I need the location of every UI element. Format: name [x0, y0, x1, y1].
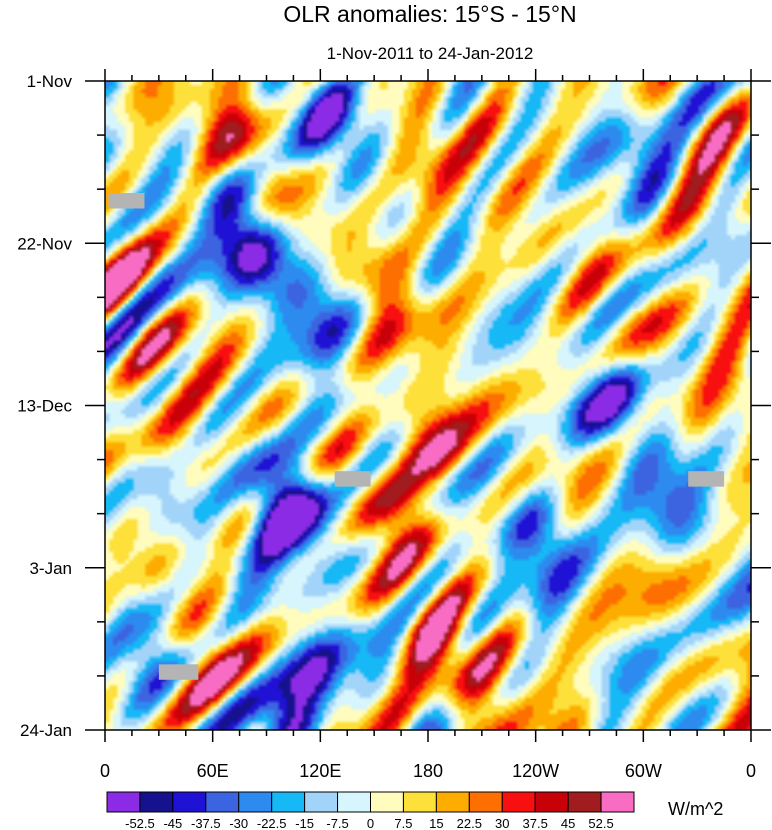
colorbar-swatch [238, 791, 273, 813]
colorbar-swatch [435, 791, 470, 813]
missing-data-box [334, 471, 371, 487]
colorbar-label: 7.5 [394, 816, 412, 830]
axis-ticks [85, 69, 771, 742]
missing-data-box [108, 193, 145, 209]
colorbar-label: 37.5 [523, 816, 548, 830]
y-tick-labels: 1-Nov 22-Nov 13-Dec 3-Jan 24-Jan [17, 72, 72, 740]
colorbar-swatch [534, 791, 569, 813]
x-tick-label: 60W [625, 761, 662, 781]
colorbar-swatch [501, 791, 536, 813]
colorbar-swatch [304, 791, 339, 813]
colorbar-swatch [172, 791, 207, 813]
missing-data-boxes [108, 193, 725, 680]
y-tick-label: 24-Jan [20, 721, 72, 740]
colorbar-label: -45 [163, 816, 182, 830]
x-tick-label: 60E [197, 761, 229, 781]
x-tick-label: 120E [299, 761, 341, 781]
y-tick-label: 3-Jan [29, 559, 72, 578]
colorbar-label: 30 [495, 816, 509, 830]
colorbar [106, 791, 635, 813]
colorbar-labels: -52.5 -45 -37.5 -30 -22.5 -15 -7.5 0 7.5 15 22.5 30… [125, 816, 614, 830]
heatmap-field [105, 81, 751, 730]
colorbar-swatch [337, 791, 371, 813]
colorbar-swatch [402, 791, 437, 813]
x-tick-label: 180 [413, 761, 443, 781]
colorbar-label: -15 [295, 816, 314, 830]
missing-data-box [158, 664, 199, 680]
y-tick-label: 13-Dec [17, 397, 72, 416]
colorbar-label: 45 [561, 816, 575, 830]
missing-data-box [688, 471, 725, 487]
x-tick-label: 0 [746, 761, 756, 781]
colorbar-swatch [205, 791, 240, 813]
chart-title: OLR anomalies: 15°S - 15°N [283, 1, 576, 27]
colorbar-label: -7.5 [326, 816, 348, 830]
colorbar-label: -22.5 [257, 816, 287, 830]
colorbar-label: 52.5 [588, 816, 613, 830]
colorbar-label: -37.5 [191, 816, 221, 830]
x-tick-label: 120W [512, 761, 559, 781]
y-tick-label: 22-Nov [17, 234, 72, 253]
chart-subtitle: 1-Nov-2011 to 24-Jan-2012 [327, 44, 534, 63]
colorbar-swatch [106, 791, 141, 813]
y-tick-label: 1-Nov [27, 72, 73, 91]
colorbar-label: -52.5 [125, 816, 155, 830]
colorbar-swatch [600, 791, 635, 813]
x-tick-label: 0 [100, 761, 110, 781]
colorbar-label: 0 [367, 816, 374, 830]
units-label: W/m^2 [668, 799, 723, 819]
colorbar-swatch [271, 791, 306, 813]
colorbar-swatch [139, 791, 174, 813]
colorbar-label: 15 [429, 816, 443, 830]
colorbar-label: 22.5 [457, 816, 482, 830]
x-tick-labels: 0 60E 120E 180 120W 60W 0 [100, 761, 756, 781]
colorbar-swatch [567, 791, 602, 813]
colorbar-swatch [468, 791, 503, 813]
colorbar-label: -30 [229, 816, 248, 830]
colorbar-swatch [370, 791, 404, 813]
